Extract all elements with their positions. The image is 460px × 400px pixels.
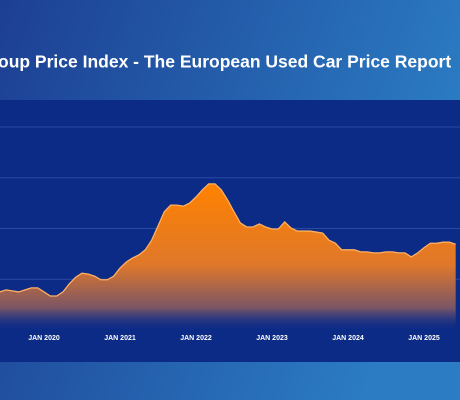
- x-tick-label: JAN 2020: [28, 335, 60, 342]
- x-tick-label: JAN 2023: [256, 335, 288, 342]
- chart-title: oup Price Index - The European Used Car …: [0, 52, 451, 72]
- area: [0, 183, 456, 330]
- line: [0, 183, 456, 297]
- x-tick-label: JAN 2025: [408, 335, 440, 342]
- x-tick-label: JAN 2022: [180, 335, 212, 342]
- x-tick-label: JAN 2024: [332, 335, 364, 342]
- x-tick-label: JAN 2021: [104, 335, 136, 342]
